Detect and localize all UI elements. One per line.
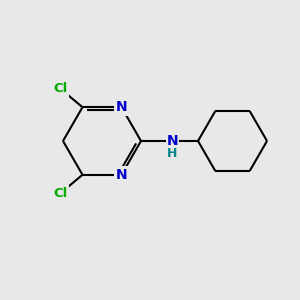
Text: N: N [167,134,178,148]
Text: N: N [116,168,127,182]
Text: Cl: Cl [53,187,68,200]
Text: Cl: Cl [53,82,68,95]
Text: N: N [116,100,127,114]
Text: H: H [167,147,178,160]
